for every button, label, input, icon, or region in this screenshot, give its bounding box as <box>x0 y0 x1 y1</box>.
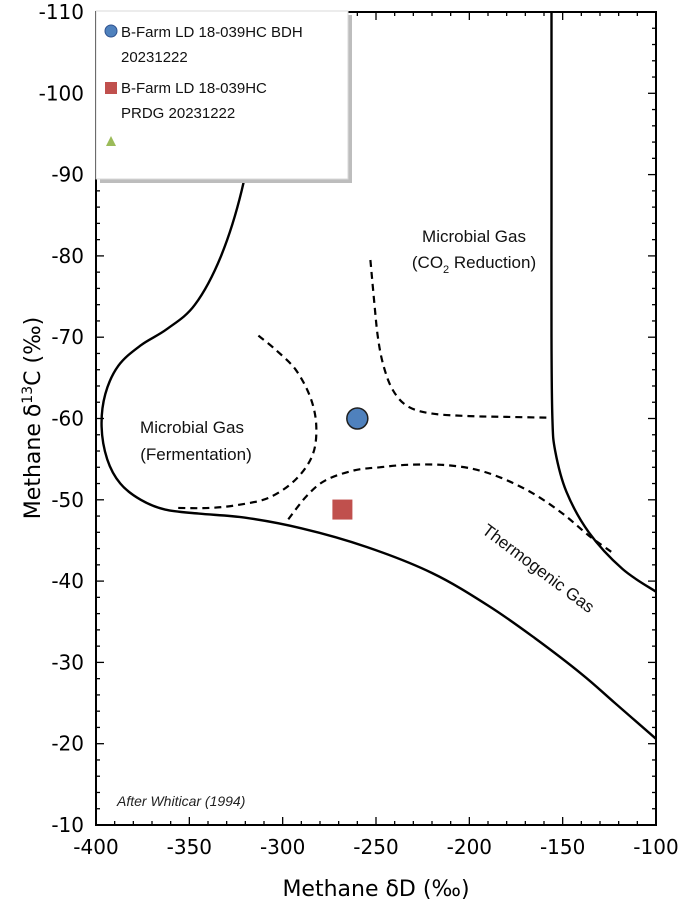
boundary-outer <box>100 11 657 740</box>
x-tick-labels: -400 -350 -300 -250 -200 -150 -100 <box>73 835 678 859</box>
x-tick-label: -250 <box>353 835 398 859</box>
x-tick-label: -150 <box>540 835 585 859</box>
legend-entry-1-line2: 20231222 <box>121 49 188 66</box>
legend: B-Farm LD 18-039HC BDH 20231222 B-Farm L… <box>95 10 352 183</box>
legend-entry-2-line2: PRDG 20231222 <box>121 105 235 122</box>
label-microbial-co2-line1: Microbial Gas <box>422 227 526 246</box>
x-tick-label: -100 <box>633 835 678 859</box>
data-point-circle <box>346 407 369 430</box>
y-tick-label: -70 <box>51 325 84 349</box>
y-axis-title-superscript: 13 <box>20 386 36 404</box>
y-tick-label: -100 <box>39 81 84 105</box>
y-tick-label: -20 <box>51 732 84 756</box>
legend-box <box>95 10 349 180</box>
y-tick-label: -80 <box>51 244 84 268</box>
x-tick-label: -350 <box>167 835 212 859</box>
y-tick-label: -30 <box>51 650 84 674</box>
y-tick-label: -10 <box>51 813 84 837</box>
y-tick-label: -90 <box>51 163 84 187</box>
co2-subscript: 2 <box>443 264 449 276</box>
label-microbial-fermentation-line1: Microbial Gas <box>140 418 244 437</box>
data-points <box>332 407 369 520</box>
label-microbial-fermentation-line2: (Fermentation) <box>140 445 251 464</box>
legend-marker-triangle <box>106 136 116 146</box>
legend-entry-2-line1: B-Farm LD 18-039HC <box>121 80 267 97</box>
boundary-co2-dashed <box>369 259 550 419</box>
y-tick-label: -40 <box>51 569 84 593</box>
boundary-fermentation-dashed <box>174 334 318 510</box>
label-microbial-co2-line2: (CO2 Reduction) <box>412 253 536 276</box>
data-point-square <box>332 499 353 520</box>
y-tick-label: -60 <box>51 407 84 431</box>
field-boundaries <box>100 11 657 740</box>
x-tick-label: -300 <box>260 835 305 859</box>
x-tick-label: -400 <box>73 835 118 859</box>
legend-marker-circle <box>104 24 118 38</box>
label-thermogenic: Thermogenic Gas <box>479 520 598 616</box>
x-tick-label: -200 <box>447 835 492 859</box>
y-tick-label: -50 <box>51 488 84 512</box>
legend-marker-square <box>105 82 117 94</box>
legend-entry-1-line1: B-Farm LD 18-039HC BDH <box>121 24 303 41</box>
x-axis-title: Methane δD (‰) <box>282 877 469 902</box>
y-tick-label: -110 <box>39 0 84 24</box>
boundary-thermogenic-dashed <box>287 463 612 553</box>
boundary-right <box>550 12 657 593</box>
annotation-after-whiticar: After Whiticar (1994) <box>116 793 245 809</box>
y-tick-labels: -110 -100 -90 -80 -70 -60 -50 -40 -30 -20 -10 <box>39 0 84 837</box>
y-axis-title: Methaneδ13C (‰) <box>20 317 46 519</box>
